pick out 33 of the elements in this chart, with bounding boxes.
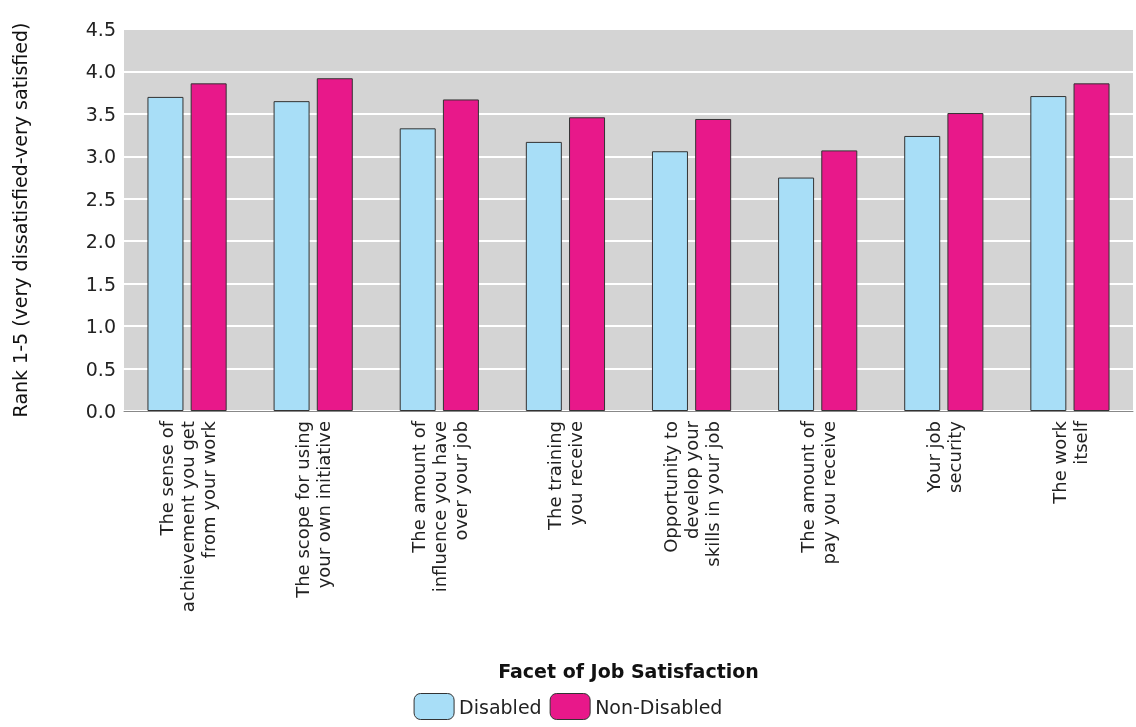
y-tick-label: 0.0: [85, 400, 116, 422]
bar: [695, 118, 732, 411]
bar: [190, 83, 227, 411]
y-axis-title: Rank 1-5 (very dissatisfied-very satisfied): [8, 22, 31, 418]
y-tick-label: 0.5: [85, 357, 116, 380]
bar: [147, 96, 184, 411]
y-tick-label: 3.5: [85, 102, 116, 125]
x-tick-label: Your job security: [922, 420, 965, 494]
bar: [1030, 96, 1067, 411]
y-tick-label: 2.0: [85, 230, 116, 253]
bar: [821, 150, 858, 411]
bar: [442, 99, 479, 411]
x-tick-label: The sense of achievement you get from your work: [155, 420, 219, 613]
bar: [651, 151, 688, 411]
bar: [569, 117, 606, 411]
y-tick-label: 1.5: [85, 272, 116, 295]
y-tick-label: 4.5: [85, 18, 116, 40]
x-tick-label: The work itself: [1048, 420, 1091, 505]
y-tick-label: 2.5: [85, 187, 116, 210]
bar: [1073, 83, 1110, 411]
bar: [525, 141, 562, 411]
legend-label: Disabled: [459, 695, 542, 718]
y-tick-label: 1.0: [85, 315, 116, 338]
x-axis-title: Facet of Job Satisfaction: [498, 659, 759, 682]
bar: [273, 101, 310, 411]
bar: [904, 135, 941, 411]
bar: [316, 78, 353, 411]
bar: [778, 177, 815, 411]
y-tick-label: 4.0: [85, 60, 116, 83]
bar: [947, 113, 984, 411]
bar: [399, 128, 436, 411]
y-tick-label: 3.0: [85, 145, 116, 168]
legend-label: Non-Disabled: [595, 695, 723, 718]
